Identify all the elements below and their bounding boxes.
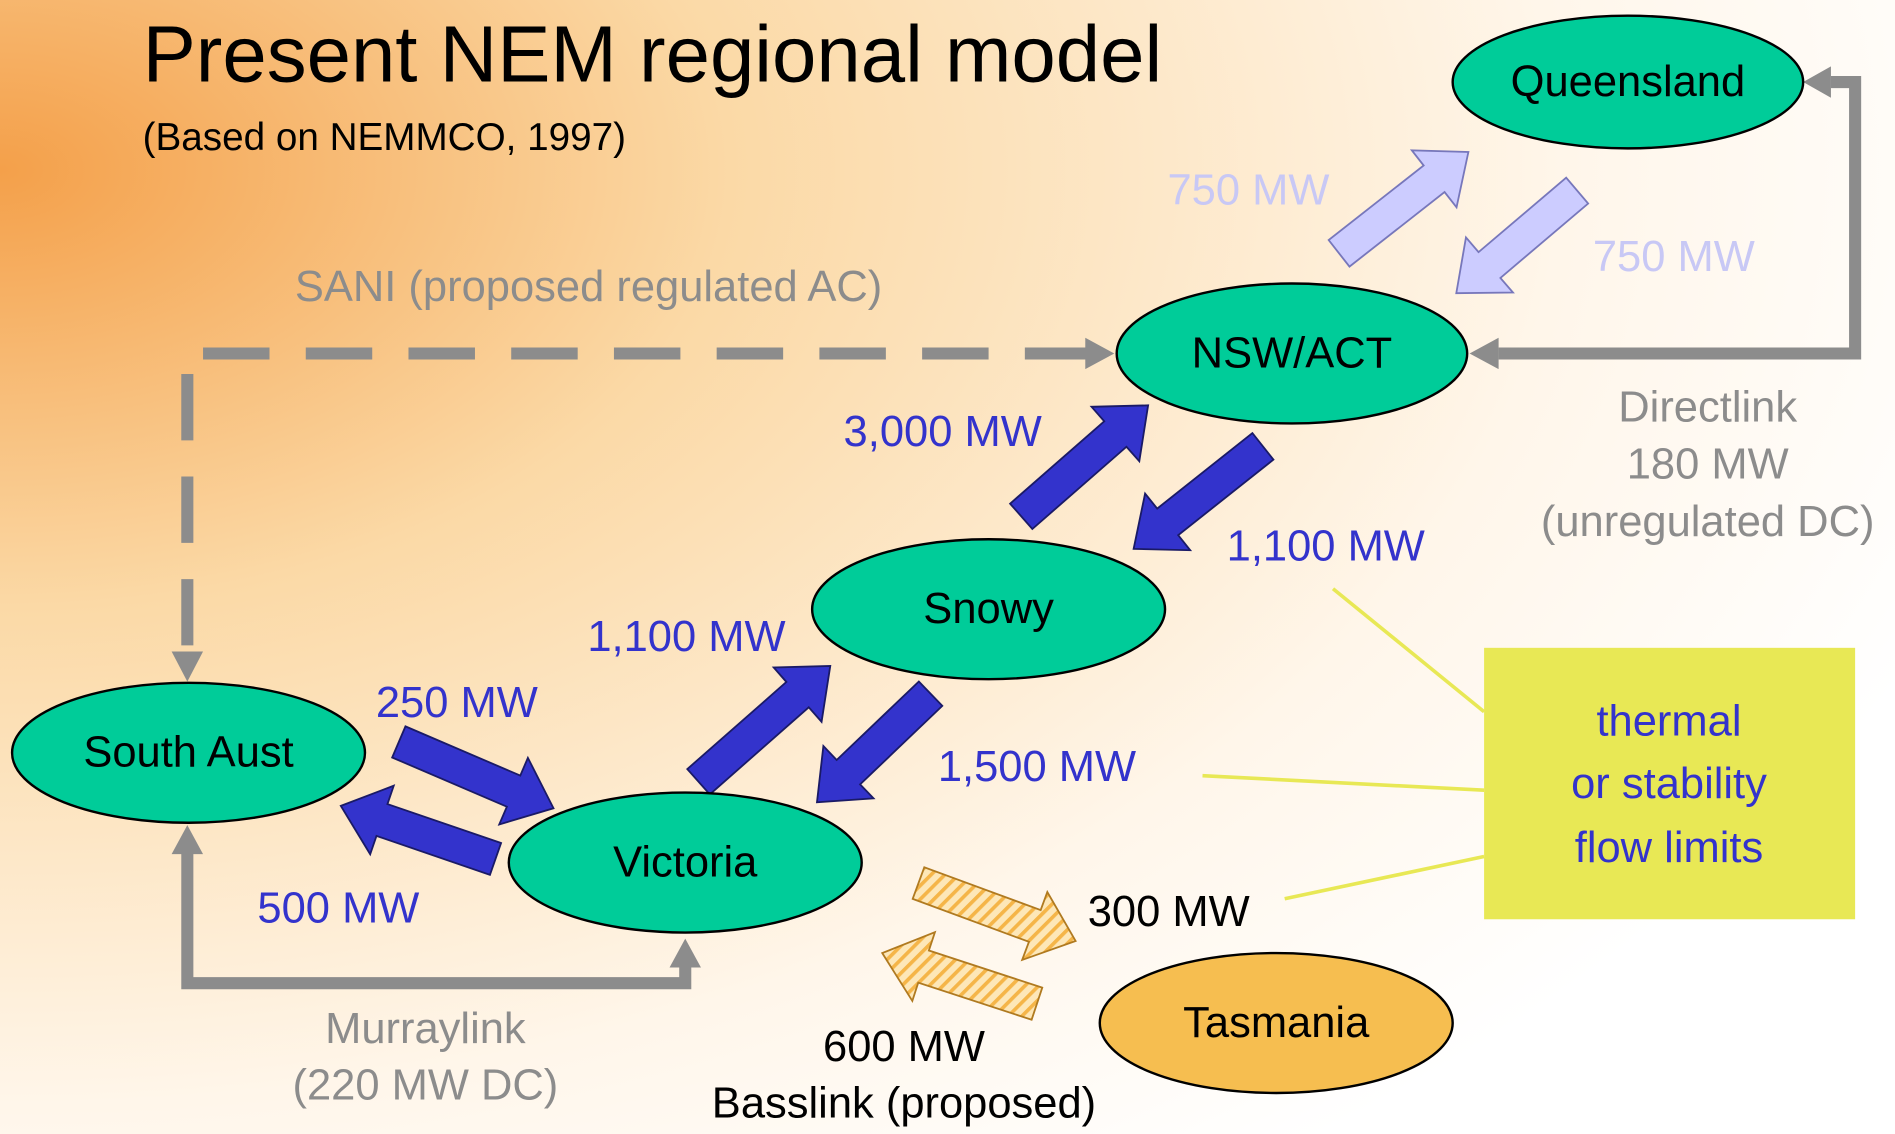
node-label: Tasmania [1183,999,1370,1047]
node-label: Snowy [923,585,1054,633]
arrowhead [171,651,204,682]
flow-label: 600 MW [823,1023,985,1071]
callout-text: thermal [1596,697,1741,745]
flow-arrow [1455,176,1590,295]
callout-box [1484,647,1856,920]
flow-label: 1,100 MW [587,613,785,661]
link-label: Basslink (proposed) [712,1080,1096,1128]
flow-arrow [880,930,1044,1021]
directlink-connector [1498,76,1862,360]
node [1098,951,1454,1095]
link-label: Murraylink [325,1005,526,1053]
flow-arrow [1008,404,1150,531]
flow-arrow [339,784,503,877]
flow-label: 1,500 MW [938,743,1136,791]
node-label: South Aust [83,729,293,777]
callout-text: or stability [1571,760,1767,808]
flow-arrow [686,664,832,796]
subtitle: (Based on NEMMCO, 1997) [143,116,626,159]
node [507,791,863,934]
callout-text: flow limits [1575,824,1763,872]
flow-arrow [911,866,1077,962]
node-label: Victoria [613,838,758,886]
arrowhead [171,825,204,855]
flow-label: 3,000 MW [844,408,1042,456]
flow-arrow [1327,149,1470,268]
arrowhead [669,938,701,968]
title: Present NEM regional model [143,9,1163,98]
flow-label: 300 MW [1088,888,1250,936]
link-label: 180 MW [1627,440,1789,488]
arrowhead [1085,337,1115,370]
flow-label: 750 MW [1593,233,1755,281]
node-label: Queensland [1511,58,1746,106]
flow-label: 500 MW [257,884,419,932]
arrowhead [1803,66,1831,98]
node [10,681,367,824]
link-label: (220 MW DC) [293,1062,559,1110]
flow-arrow [1132,431,1275,552]
node [810,538,1167,681]
node [1115,282,1469,425]
arrowhead [1469,337,1499,370]
flow-arrow [815,680,944,804]
flow-label: 1,100 MW [1227,522,1425,570]
link-label: (unregulated DC) [1541,498,1875,546]
link-label: Directlink [1618,384,1797,432]
node-label: NSW/ACT [1192,329,1393,377]
node [1451,14,1805,150]
callout-lines [1202,587,1486,901]
flow-label: 750 MW [1167,167,1329,215]
flow-label: 250 MW [376,679,538,727]
murraylink-connector [181,850,692,990]
link-label: SANI (proposed regulated AC) [295,263,882,311]
flow-arrow [390,725,555,826]
